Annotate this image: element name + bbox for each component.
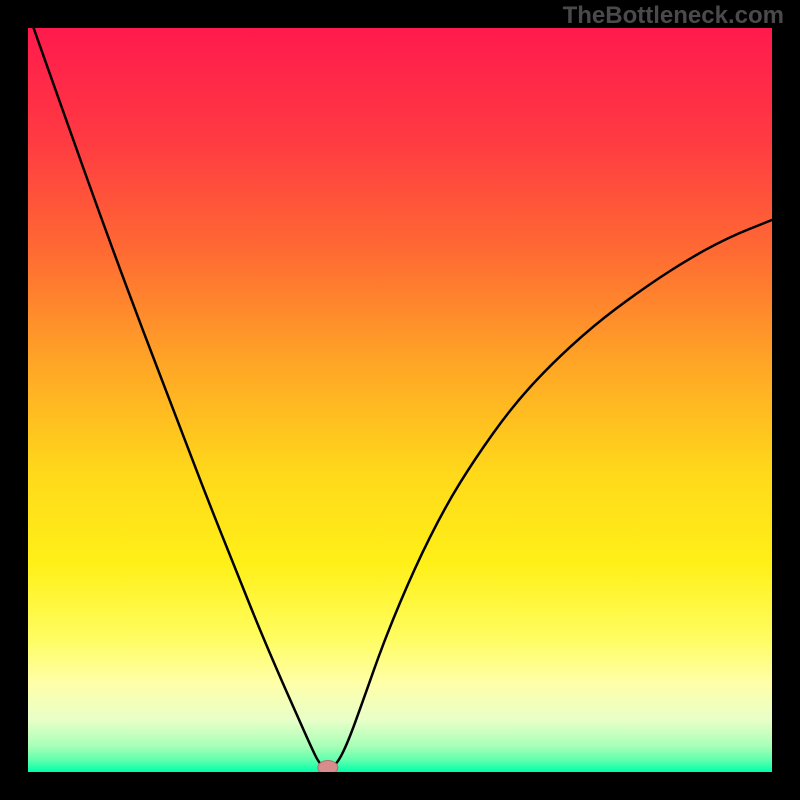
chart-container: TheBottleneck.com bbox=[0, 0, 800, 800]
plot-area bbox=[28, 28, 772, 772]
watermark-text: TheBottleneck.com bbox=[563, 2, 784, 30]
chart-svg bbox=[28, 28, 772, 772]
minimum-marker bbox=[318, 761, 338, 772]
gradient-background bbox=[28, 28, 772, 772]
